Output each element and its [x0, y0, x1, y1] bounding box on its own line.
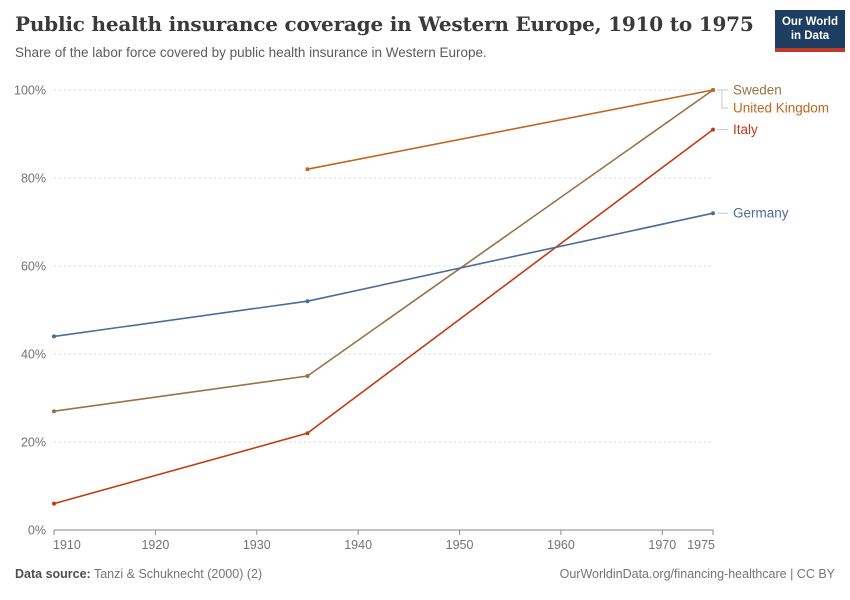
y-tick-label-100: 100% — [14, 84, 46, 98]
x-tick-label-1950: 1950 — [446, 538, 474, 552]
data-source-text: Tanzi & Schuknecht (2000) (2) — [90, 567, 263, 581]
owid-logo-line2: in Data — [790, 30, 830, 42]
data-source-label: Data source: — [15, 567, 91, 581]
series-label-italy[interactable]: Italy — [733, 122, 758, 137]
chart-title: Public health insurance coverage in West… — [15, 12, 754, 36]
point-italy-1910 — [52, 501, 56, 506]
point-italy-1935 — [305, 431, 310, 436]
line-italy[interactable] — [53, 128, 714, 505]
y-tick-label-20: 20% — [21, 436, 46, 450]
point-germany-1975 — [711, 211, 715, 216]
series-label-united-kingdom[interactable]: United Kingdom — [733, 101, 829, 116]
line-united-kingdom[interactable] — [307, 89, 714, 170]
point-italy-1975 — [711, 127, 715, 132]
x-tick-label-1970: 1970 — [648, 538, 676, 552]
data-source: Data source: Tanzi & Schuknecht (2000) (… — [15, 567, 262, 581]
footer-link[interactable]: OurWorldinData.org/financing-healthcare … — [559, 567, 835, 581]
point-sweden-1935 — [305, 374, 310, 378]
label-connector-united-kingdom — [721, 90, 728, 109]
y-tick-label-80: 80% — [21, 172, 46, 186]
y-tick-label-40: 40% — [21, 348, 46, 362]
chart-subtitle: Share of the labor force covered by publ… — [15, 45, 487, 60]
y-tick-label-60: 60% — [21, 260, 46, 274]
point-sweden-1910 — [52, 409, 56, 414]
point-germany-1935 — [305, 299, 310, 304]
x-tick-label-1975: 1975 — [687, 538, 715, 552]
line-germany[interactable] — [53, 212, 714, 338]
x-tick-label-1920: 1920 — [141, 538, 169, 552]
x-tick-label-1940: 1940 — [344, 538, 372, 552]
owid-logo-line1: Our World — [781, 16, 838, 28]
series-label-germany[interactable]: Germany — [733, 206, 789, 221]
x-tick-label-1910: 1910 — [53, 538, 81, 552]
x-tick-label-1960: 1960 — [547, 538, 575, 552]
line-sweden[interactable] — [53, 89, 714, 412]
x-tick-label-1930: 1930 — [243, 538, 271, 552]
point-united-kingdom-1935 — [305, 167, 310, 172]
owid-logo[interactable]: Our World in Data — [775, 10, 845, 52]
y-tick-label-0: 0% — [28, 524, 46, 538]
point-united-kingdom-1975 — [711, 88, 715, 92]
series-label-sweden[interactable]: Sweden — [733, 83, 782, 98]
chart-footer: Data source: Tanzi & Schuknecht (2000) (… — [15, 567, 835, 581]
point-germany-1910 — [52, 334, 56, 339]
